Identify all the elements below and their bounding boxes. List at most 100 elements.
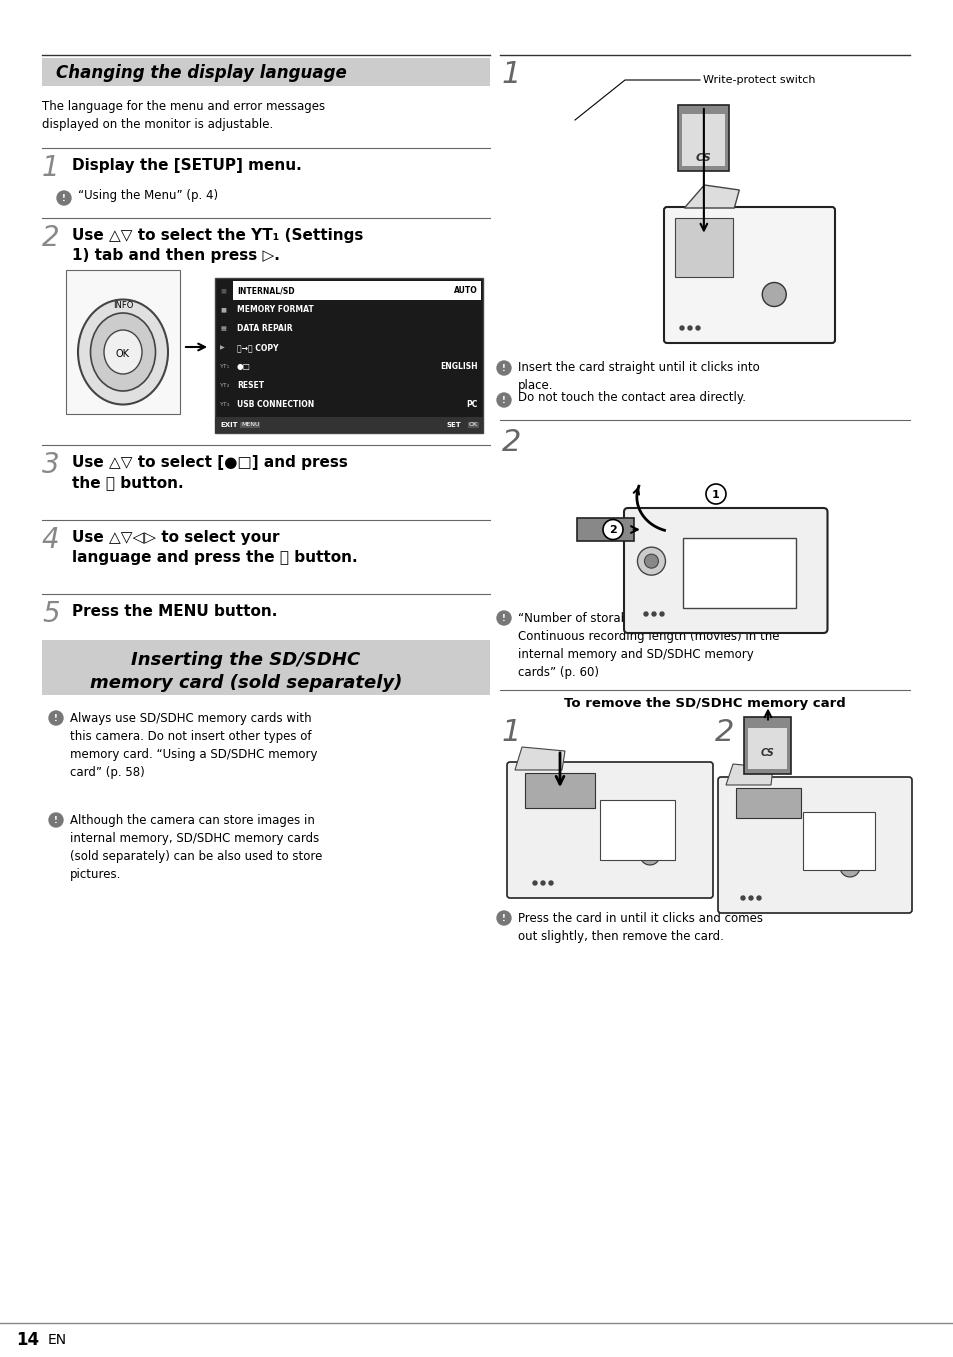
Circle shape — [639, 845, 659, 864]
FancyBboxPatch shape — [748, 727, 786, 768]
FancyBboxPatch shape — [663, 208, 834, 343]
Circle shape — [705, 484, 725, 503]
FancyBboxPatch shape — [681, 114, 724, 166]
Text: YT₂: YT₂ — [220, 383, 230, 388]
Text: Always use SD/SDHC memory cards with
this camera. Do not insert other types of
m: Always use SD/SDHC memory cards with thi… — [70, 712, 317, 779]
Circle shape — [602, 520, 622, 540]
Text: ●□: ●□ — [236, 362, 251, 370]
FancyBboxPatch shape — [718, 778, 911, 913]
FancyBboxPatch shape — [506, 763, 712, 898]
Text: 1: 1 — [42, 153, 59, 182]
Text: 4: 4 — [42, 527, 59, 554]
Text: 1: 1 — [501, 718, 521, 746]
Polygon shape — [725, 764, 772, 784]
Bar — [675, 218, 732, 277]
Text: 2: 2 — [42, 224, 59, 252]
Polygon shape — [515, 746, 564, 769]
Text: Display the [SETUP] menu.: Display the [SETUP] menu. — [71, 157, 301, 172]
Circle shape — [497, 611, 511, 626]
Text: 3: 3 — [42, 451, 59, 479]
Text: Insert the card straight until it clicks into
place.: Insert the card straight until it clicks… — [517, 361, 759, 392]
FancyBboxPatch shape — [678, 104, 729, 171]
Text: !: ! — [54, 816, 58, 825]
Text: DATA REPAIR: DATA REPAIR — [236, 324, 293, 332]
Text: !: ! — [501, 915, 505, 923]
Text: Use △▽ to select the YT₁ (Settings
1) tab and then press ▷.: Use △▽ to select the YT₁ (Settings 1) ta… — [71, 228, 363, 263]
Circle shape — [757, 896, 760, 900]
Circle shape — [497, 911, 511, 925]
Bar — [735, 788, 801, 818]
Circle shape — [540, 881, 544, 885]
Text: OK: OK — [468, 422, 477, 427]
Bar — [682, 537, 796, 608]
Text: EN: EN — [48, 1333, 67, 1348]
Circle shape — [840, 858, 859, 877]
Text: Inserting the SD/SDHC: Inserting the SD/SDHC — [132, 651, 360, 669]
FancyBboxPatch shape — [577, 518, 633, 541]
Text: The language for the menu and error messages
displayed on the monitor is adjusta: The language for the menu and error mess… — [42, 100, 325, 132]
Circle shape — [49, 813, 63, 826]
Circle shape — [548, 881, 553, 885]
Circle shape — [637, 547, 665, 575]
Bar — [214, 417, 482, 433]
Text: 1: 1 — [501, 60, 521, 90]
Circle shape — [679, 326, 683, 330]
Circle shape — [644, 554, 658, 569]
Text: AUTO: AUTO — [454, 286, 477, 294]
Text: Use △▽ to select [●□] and press
the Ⓞ button.: Use △▽ to select [●□] and press the Ⓞ bu… — [71, 455, 348, 490]
Text: CS: CS — [696, 153, 711, 163]
Text: !: ! — [62, 194, 66, 204]
Text: MEMORY FORMAT: MEMORY FORMAT — [236, 305, 314, 313]
Polygon shape — [683, 185, 739, 208]
Text: To remove the SD/SDHC memory card: To remove the SD/SDHC memory card — [563, 696, 845, 710]
Text: CS: CS — [760, 748, 774, 759]
Text: OK: OK — [116, 349, 130, 360]
Ellipse shape — [91, 313, 155, 391]
Text: Write-protect switch: Write-protect switch — [702, 75, 815, 85]
Ellipse shape — [78, 300, 168, 404]
Circle shape — [761, 282, 785, 307]
Text: ENGLISH: ENGLISH — [440, 362, 477, 370]
Circle shape — [740, 896, 744, 900]
Circle shape — [497, 361, 511, 375]
Text: ■: ■ — [220, 288, 226, 293]
Text: !: ! — [501, 613, 505, 623]
Text: YT₁: YT₁ — [220, 364, 230, 369]
Circle shape — [49, 711, 63, 725]
Bar — [599, 801, 675, 860]
Text: INFO: INFO — [112, 301, 133, 311]
Text: “Using the Menu” (p. 4): “Using the Menu” (p. 4) — [78, 189, 218, 201]
Ellipse shape — [104, 330, 142, 375]
Text: USB CONNECTION: USB CONNECTION — [236, 400, 314, 408]
FancyBboxPatch shape — [623, 508, 826, 632]
Circle shape — [696, 326, 700, 330]
Text: Do not touch the contact area directly.: Do not touch the contact area directly. — [517, 391, 745, 403]
Text: “Number of storable pictures (still images)/
Continuous recording length (movies: “Number of storable pictures (still imag… — [517, 612, 779, 678]
Text: 1: 1 — [711, 490, 720, 499]
Text: 2: 2 — [501, 427, 521, 457]
Text: 2: 2 — [714, 718, 734, 746]
Text: 5: 5 — [42, 600, 59, 628]
Text: Use △▽◁▷ to select your
language and press the Ⓞ button.: Use △▽◁▷ to select your language and pre… — [71, 531, 357, 565]
Text: ▶: ▶ — [220, 345, 225, 350]
Circle shape — [497, 394, 511, 407]
Text: ■: ■ — [220, 307, 226, 312]
Text: 2: 2 — [608, 525, 617, 535]
Text: Ⓝ→Ⓢ COPY: Ⓝ→Ⓢ COPY — [236, 343, 278, 351]
Text: !: ! — [501, 364, 505, 373]
Circle shape — [687, 326, 691, 330]
Text: Press the MENU button.: Press the MENU button. — [71, 604, 277, 619]
Text: ▦: ▦ — [220, 326, 226, 331]
Bar — [214, 278, 482, 433]
Text: YT₃: YT₃ — [220, 402, 230, 407]
Text: 14: 14 — [16, 1331, 39, 1349]
Text: EXIT: EXIT — [220, 422, 237, 427]
FancyBboxPatch shape — [66, 270, 180, 414]
Text: memory card (sold separately): memory card (sold separately) — [90, 674, 402, 692]
Circle shape — [651, 612, 656, 616]
Circle shape — [533, 881, 537, 885]
Text: MENU: MENU — [241, 422, 259, 427]
Circle shape — [57, 191, 71, 205]
Bar — [524, 773, 595, 807]
Text: Changing the display language: Changing the display language — [56, 64, 346, 81]
